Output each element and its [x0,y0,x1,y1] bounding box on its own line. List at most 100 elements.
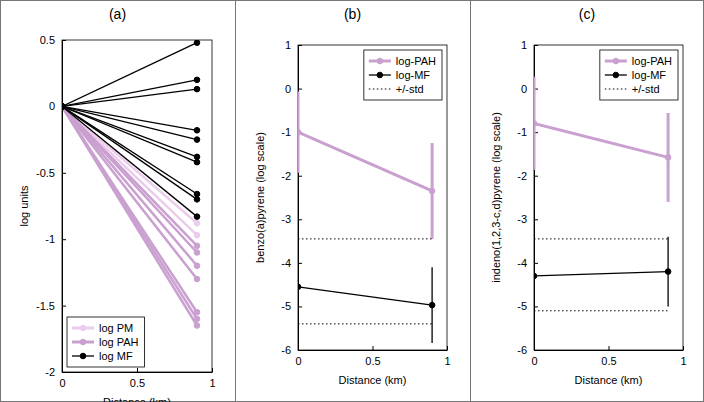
x-tick-mark [373,346,374,350]
marker [62,104,65,110]
y-tick-label: 1 [521,39,527,51]
x-tick: 1 [209,368,215,389]
y-axis: -6-5-4-3-2-101 [517,39,538,356]
marker [665,155,671,161]
x-tick-mark [447,346,448,350]
panel: 00.51-6-5-4-3-2-101(b)Distance (km)benzo… [254,6,451,386]
legend-box [600,50,678,100]
plot-frame [298,45,447,350]
marker [62,104,65,110]
series-line [62,106,197,130]
figure: 00.51-2-1.5-1-0.500.5(a)Distance (km)log… [0,0,704,402]
legend-label: log-PAH [396,55,436,67]
series-line [62,106,197,162]
marker [62,104,65,110]
plot-frame [534,45,683,350]
y-tick-label: 0 [521,83,527,95]
marker [62,104,65,110]
x-axis-line [63,372,213,373]
marker [62,104,65,110]
marker [194,232,200,238]
y-tick-mark [62,40,66,41]
legend-label: log PM [99,322,133,334]
y-tick-label: -2 [45,366,55,378]
marker [194,214,200,220]
x-tick-label: 0 [295,355,301,367]
panel: 00.51-2-1.5-1-0.500.5(a)Distance (km)log… [18,6,216,402]
y-axis-line [62,41,63,373]
y-tick: -1.5 [36,300,66,312]
x-tick-label: 0.5 [130,377,145,389]
series-line [62,106,197,252]
x-tick-label: 0.5 [601,355,616,367]
panel-title: (b) [344,6,361,22]
y-tick-label: 0 [49,100,55,112]
marker [194,159,200,165]
legend-label: log PAH [99,336,139,348]
marker [534,121,537,127]
y-tick-mark [62,372,66,373]
legend-box [67,317,145,367]
y-tick-label: -3 [517,213,527,225]
marker [534,273,537,279]
x-tick: 0.5 [130,368,145,389]
marker [62,104,65,110]
series-line [62,80,197,107]
panel: 00.51-6-5-4-3-2-101(c)Distance (km)inden… [490,6,687,386]
marker [194,40,200,45]
x-tick-mark [609,346,610,350]
y-tick-label: -2 [517,170,527,182]
plot-frame [62,40,212,372]
x-tick-mark [212,368,213,372]
legend-label: +/-std [396,83,424,95]
series-line [62,106,197,194]
marker [62,104,65,110]
y-tick-label: -4 [517,257,527,269]
y-tick: -6 [281,344,302,356]
x-tick-label: 0.5 [365,355,380,367]
y-tick: -4 [281,257,302,269]
marker [194,128,200,134]
legend-marker [80,325,86,331]
marker [194,154,200,160]
y-tick-mark [62,239,66,240]
series-line [298,287,432,305]
series-line [298,132,432,191]
y-tick: -6 [517,344,538,356]
legend-swatch [605,89,627,90]
y-tick-mark [298,176,302,177]
y-tick-mark [298,45,302,46]
series-line [62,106,197,199]
x-axis-title: Distance (km) [339,374,407,386]
y-tick-label: -2 [281,170,291,182]
y-axis-title: benzo(a)pyrene (log scale) [254,132,266,263]
marker [62,104,65,110]
y-axis-line [298,46,299,351]
y-tick-label: -5 [517,300,527,312]
std-line-upper [534,238,668,239]
series-line [534,123,668,157]
x-axis-title: Distance (km) [575,374,643,386]
x-tick: 0.5 [365,346,380,367]
y-tick: -2 [517,170,538,182]
marker [429,188,435,194]
std-line-lower [534,310,668,311]
legend-marker [377,58,383,64]
marker [194,86,200,92]
x-axis-line [535,350,684,351]
legend-label: log-MF [396,69,431,81]
y-tick: -4 [517,257,538,269]
x-tick-label: 1 [209,377,215,389]
y-tick-label: 1 [285,39,291,51]
y-tick-mark [298,89,302,90]
y-axis: -2-1.5-1-0.500.5 [36,34,66,378]
y-tick-label: 0.5 [40,34,55,46]
marker [194,250,200,256]
legend-swatch [369,89,391,90]
marker [194,323,200,329]
marker [62,104,65,110]
marker [62,104,65,110]
y-tick-mark [534,45,538,46]
legend-marker [80,339,86,345]
y-tick-label: -6 [517,344,527,356]
